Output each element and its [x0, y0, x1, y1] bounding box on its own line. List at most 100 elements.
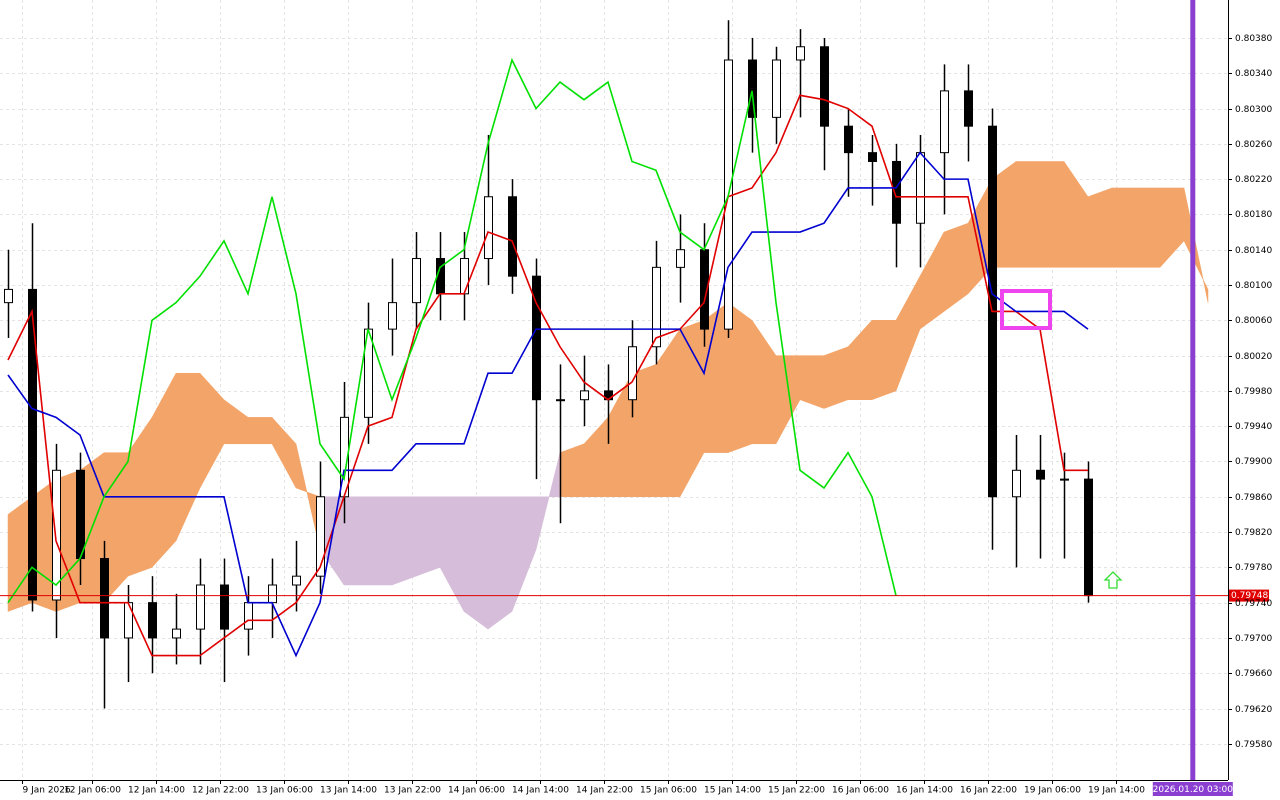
candle-body [916, 152, 925, 224]
candle-body [964, 90, 973, 127]
overlay: 0.79748 [0, 0, 1269, 780]
x-tick-label: 19 Jan 06:00 [1024, 786, 1081, 796]
y-tick-label: 0.80100 [1235, 281, 1272, 291]
x-tick-label: 14 Jan 14:00 [512, 786, 569, 796]
candle-body [940, 90, 949, 154]
y-tick-label: 0.80220 [1235, 175, 1272, 185]
x-tick-label: 16 Jan 22:00 [960, 786, 1017, 796]
y-tick-label: 0.80140 [1235, 246, 1272, 256]
indicator-line [7, 151, 1089, 658]
candle-body [580, 390, 589, 401]
candle-body [892, 160, 901, 224]
last-price-box [1229, 589, 1269, 602]
candle-body [556, 399, 565, 402]
y-tick-label: 0.80060 [1235, 316, 1272, 326]
candle-body [820, 46, 829, 127]
cloud-segment [463, 496, 489, 630]
candle-body [268, 584, 277, 604]
cloud-segment [415, 496, 441, 577]
last-price-label: 0.79748 [1231, 591, 1268, 601]
candle-body [100, 558, 109, 639]
candle-body [484, 196, 493, 260]
candle-body [412, 258, 421, 304]
candle-body [532, 275, 541, 401]
candle-body [388, 302, 397, 330]
axes: 0.795800.796200.796600.797000.797400.797… [22, 34, 1272, 796]
cloud-segment [487, 496, 513, 630]
x-tick-label: 19 Jan 14:00 [1088, 786, 1145, 796]
x-tick-label: 13 Jan 14:00 [320, 786, 377, 796]
x-tick-label: 12 Jan 22:00 [192, 786, 249, 796]
candle-body [1012, 469, 1021, 498]
candles [4, 20, 1093, 709]
highlight-box [1000, 289, 1052, 330]
cloud-segment [1135, 187, 1161, 268]
x-tick-label: 13 Jan 22:00 [384, 786, 441, 796]
y-tick-label: 0.79660 [1235, 669, 1272, 679]
candle-body [316, 496, 325, 577]
cloud-segment [1087, 187, 1113, 268]
cloud-segment [1111, 187, 1137, 268]
candle-body [148, 602, 157, 639]
y-tick-label: 0.80340 [1235, 69, 1272, 79]
candle-body [124, 602, 133, 639]
y-tick-label: 0.79740 [1235, 599, 1272, 609]
candle-body [76, 469, 85, 560]
cloud-segment [367, 496, 393, 586]
period-marker-box [1152, 782, 1233, 796]
candle-body [4, 288, 13, 304]
y-tick-label: 0.79780 [1235, 563, 1272, 573]
candle-body [292, 575, 301, 586]
period-marker-label: 2026.01.20 03:00 [1153, 785, 1234, 795]
cloud-segment [1039, 161, 1065, 268]
x-tick-label: 12 Jan 06:00 [64, 786, 121, 796]
x-tick-label: 13 Jan 06:00 [256, 786, 313, 796]
candle-body [244, 602, 253, 630]
y-tick-label: 0.79580 [1235, 740, 1272, 750]
indicator-line [7, 94, 1088, 657]
ichimoku-cloud [7, 160, 1209, 630]
candle-body [676, 249, 685, 268]
candle-body [1036, 469, 1045, 480]
cloud-segment [247, 417, 273, 445]
x-tick-label: 9 Jan 2026 [23, 786, 71, 796]
candle-body [628, 346, 637, 401]
y-tick-label: 0.79900 [1235, 457, 1272, 467]
candle-body [172, 628, 181, 639]
x-tick-label: 14 Jan 22:00 [576, 786, 633, 796]
buy-arrow [1103, 571, 1123, 589]
candle-body [508, 196, 517, 277]
y-tick-label: 0.79980 [1235, 387, 1272, 397]
candle-body [748, 59, 757, 118]
y-tick-label: 0.80260 [1235, 140, 1272, 150]
candle-body [796, 46, 805, 61]
candle-body [844, 125, 853, 154]
candle-body [52, 469, 61, 601]
indicator-lines [7, 57, 1089, 658]
cloud-segment [799, 355, 825, 409]
candle-body [196, 584, 205, 630]
y-tick-label: 0.79940 [1235, 422, 1272, 432]
cloud-segment [559, 443, 585, 498]
cloud-segment [823, 346, 849, 409]
candle-body [868, 152, 877, 162]
y-tick-label: 0.79700 [1235, 634, 1272, 644]
y-tick-label: 0.80020 [1235, 352, 1272, 362]
y-tick-label: 0.79860 [1235, 493, 1272, 503]
x-tick-label: 16 Jan 06:00 [832, 786, 889, 796]
candle-body [460, 258, 469, 295]
cloud-segment [1015, 161, 1041, 268]
y-tick-label: 0.79620 [1235, 705, 1272, 715]
candle-body [1060, 478, 1069, 481]
y-tick-label: 0.79820 [1235, 528, 1272, 538]
candle-body [220, 584, 229, 630]
cloud-segment [391, 496, 417, 586]
y-tick-label: 0.80180 [1235, 210, 1272, 220]
x-tick-label: 12 Jan 14:00 [128, 786, 185, 796]
x-tick-label: 15 Jan 06:00 [640, 786, 697, 796]
x-tick-label: 15 Jan 14:00 [704, 786, 761, 796]
candle-body [28, 288, 37, 601]
indicator-line [7, 57, 897, 604]
x-tick-label: 15 Jan 22:00 [768, 786, 825, 796]
